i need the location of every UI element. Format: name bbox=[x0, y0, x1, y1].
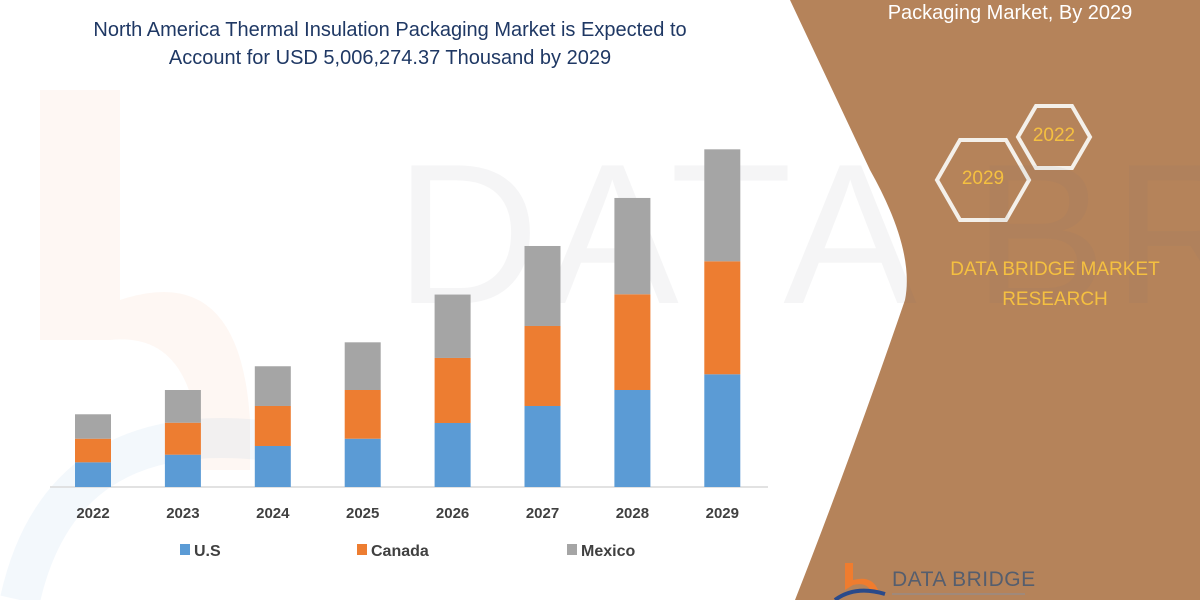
brown-side-panel bbox=[790, 0, 1200, 600]
bar-us-2025 bbox=[344, 438, 381, 487]
hex-label-2022: 2022 bbox=[1032, 125, 1076, 146]
bar-canada-2022 bbox=[75, 438, 111, 463]
chart-title-line1: North America Thermal Insulation Packagi… bbox=[93, 19, 687, 41]
legend-label-0: U.S bbox=[194, 543, 221, 560]
bar-canada-2027 bbox=[524, 325, 561, 406]
bar-mexico-2027 bbox=[524, 245, 561, 326]
side-panel-title: Packaging Market, By 2029 bbox=[887, 2, 1133, 24]
bar-mexico-2024 bbox=[254, 366, 291, 406]
legend-swatch-0 bbox=[180, 544, 190, 555]
legend-swatch-1 bbox=[357, 544, 367, 555]
x-tick-labels: 2022 2023 2024 2025 2026 2027 2028 2029 bbox=[76, 505, 739, 522]
bars-group bbox=[75, 149, 741, 487]
bar-canada-2023 bbox=[164, 422, 201, 455]
bar-us-2029 bbox=[704, 374, 741, 487]
x-tick-2026: 2026 bbox=[436, 505, 469, 522]
hexagon-2029 bbox=[934, 138, 1032, 222]
legend: U.S Canada Mexico bbox=[180, 543, 635, 560]
bar-us-2026 bbox=[434, 422, 471, 487]
x-tick-2028: 2028 bbox=[616, 505, 649, 522]
logo-arc-icon bbox=[833, 588, 886, 600]
bar-mexico-2029 bbox=[704, 149, 741, 262]
bar-us-2028 bbox=[614, 390, 651, 487]
hex-label-2029: 2029 bbox=[961, 168, 1005, 189]
bar-mexico-2028 bbox=[614, 197, 651, 295]
bar-canada-2028 bbox=[614, 294, 651, 391]
bar-mexico-2022 bbox=[75, 414, 111, 439]
x-tick-2027: 2027 bbox=[526, 505, 559, 522]
faint-logo-watermark bbox=[40, 90, 250, 470]
bar-canada-2024 bbox=[254, 405, 291, 446]
x-tick-2025: 2025 bbox=[346, 505, 379, 522]
x-tick-2024: 2024 bbox=[256, 505, 290, 522]
bar-us-2022 bbox=[75, 462, 111, 487]
bar-canada-2029 bbox=[704, 261, 741, 375]
legend-swatch-2 bbox=[567, 544, 577, 555]
logo-icon bbox=[845, 563, 878, 590]
legend-label-1: Canada bbox=[371, 543, 429, 560]
bar-us-2023 bbox=[164, 454, 201, 487]
brand-text: DATA BRIDGE MARKET RESEARCH bbox=[900, 255, 1200, 315]
brand-line1: DATA BRIDGE MARKET bbox=[950, 259, 1160, 280]
hexagon-2022 bbox=[1015, 104, 1093, 170]
legend-label-2: Mexico bbox=[581, 543, 635, 560]
stacked-bar-chart: 2022 2023 2024 2025 2026 2027 2028 2029 U.S Cana… bbox=[50, 149, 768, 560]
bar-mexico-2026 bbox=[434, 294, 471, 358]
bar-us-2027 bbox=[524, 405, 561, 487]
logo-text: DATA BRIDGE bbox=[892, 568, 1036, 591]
bar-canada-2026 bbox=[434, 357, 471, 423]
chart-title: North America Thermal Insulation Packagi… bbox=[20, 16, 760, 72]
bar-us-2024 bbox=[254, 445, 291, 487]
x-tick-2023: 2023 bbox=[166, 505, 199, 522]
bar-mexico-2025 bbox=[344, 342, 381, 391]
chart-title-line2: Account for USD 5,006,274.37 Thousand by… bbox=[168, 47, 612, 69]
x-tick-2022: 2022 bbox=[76, 505, 109, 522]
x-tick-2029: 2029 bbox=[706, 505, 739, 522]
brand-line2: RESEARCH bbox=[1002, 289, 1108, 310]
bar-mexico-2023 bbox=[164, 390, 201, 423]
bar-canada-2025 bbox=[344, 390, 381, 439]
